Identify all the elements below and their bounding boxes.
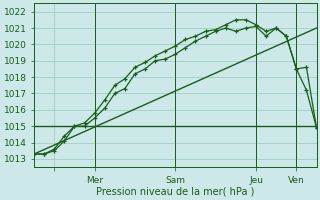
X-axis label: Pression niveau de la mer( hPa ): Pression niveau de la mer( hPa )	[96, 187, 254, 197]
